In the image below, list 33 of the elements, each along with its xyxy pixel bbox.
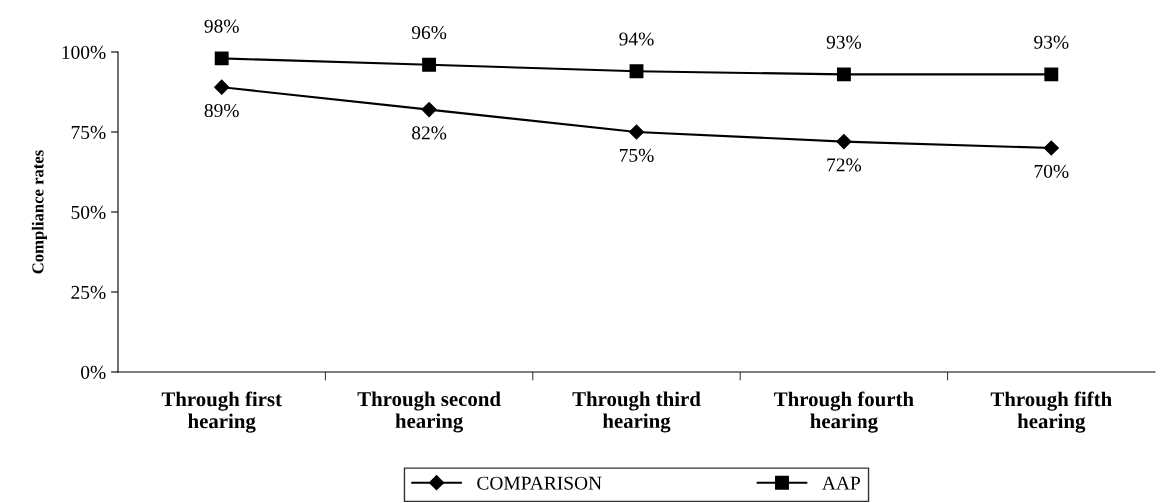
point bbox=[629, 64, 644, 79]
data-label: 72% bbox=[827, 158, 862, 172]
x-tick-label: Through fifth hearing bbox=[990, 391, 1112, 433]
x-tick-label: Through fourth hearing bbox=[774, 391, 914, 433]
point bbox=[421, 102, 437, 118]
legend-label: AAP bbox=[822, 476, 860, 490]
point bbox=[836, 134, 852, 150]
y-tick-label: 0% bbox=[81, 365, 106, 379]
y-tick-label: 50% bbox=[71, 205, 106, 219]
y-tick-label: 25% bbox=[71, 285, 106, 299]
data-label: 93% bbox=[826, 35, 862, 49]
data-label: 94% bbox=[619, 32, 654, 46]
data-label: 70% bbox=[1034, 164, 1069, 178]
x-tick-label: Through second hearing bbox=[357, 391, 501, 433]
data-label: 96% bbox=[411, 25, 447, 40]
legend-label: COMPARISON bbox=[477, 476, 602, 490]
point bbox=[836, 67, 851, 82]
data-label: 93% bbox=[1034, 35, 1069, 49]
point bbox=[422, 57, 437, 72]
point bbox=[628, 124, 645, 140]
point bbox=[214, 79, 230, 95]
point bbox=[214, 51, 229, 66]
data-label: 98% bbox=[204, 19, 239, 33]
data-label: 75% bbox=[619, 148, 654, 162]
data-label: 89% bbox=[204, 103, 239, 118]
point bbox=[1044, 67, 1059, 82]
y-tick-label: 75% bbox=[71, 125, 106, 139]
x-tick-label: Through third hearing bbox=[572, 391, 701, 433]
data-label: 82% bbox=[412, 126, 447, 140]
y-axis-title: Compliance rates bbox=[31, 150, 47, 274]
x-tick-label: Through first hearing bbox=[161, 391, 282, 433]
point bbox=[1043, 140, 1059, 156]
y-tick-label: 100% bbox=[62, 45, 106, 59]
